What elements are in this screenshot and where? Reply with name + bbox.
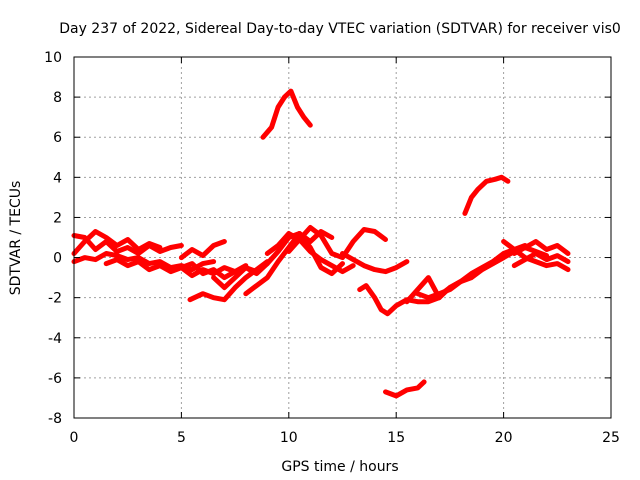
grid xyxy=(74,57,611,418)
y-tick-label: 8 xyxy=(53,90,62,106)
series-track-12 xyxy=(340,251,410,275)
data-series xyxy=(71,88,571,399)
y-tick-label: 4 xyxy=(53,170,62,186)
chart-title: Day 237 of 2022, Sidereal Day-to-day VTE… xyxy=(59,21,621,37)
y-tick-label: 10 xyxy=(44,50,62,66)
x-axis-label: GPS time / hours xyxy=(281,459,398,475)
series-track-11 xyxy=(286,225,388,261)
series-track-20 xyxy=(501,239,571,273)
series-track-14 xyxy=(357,283,442,317)
x-tick-label: 5 xyxy=(177,430,186,446)
series-track-1 xyxy=(71,233,184,256)
y-axis-label: SDTVAR / TECUs xyxy=(8,181,24,296)
x-tick-label: 20 xyxy=(495,430,513,446)
series-track-2 xyxy=(71,229,163,256)
series-track-8 xyxy=(211,229,335,291)
x-tick-label: 15 xyxy=(387,430,405,446)
axis-ticks xyxy=(73,56,612,419)
x-tick-label: 25 xyxy=(602,430,620,446)
y-tick-label: -4 xyxy=(48,331,62,347)
y-tick-label: -6 xyxy=(48,371,62,387)
series-track-15 xyxy=(383,379,427,399)
series-track-4 xyxy=(103,257,249,279)
series-track-5 xyxy=(178,239,227,261)
x-tick-labels: 0 5 10 15 20 25 xyxy=(70,430,620,446)
x-tick-label: 10 xyxy=(280,430,298,446)
y-tick-labels: -8 -6 -4 -2 0 2 4 6 8 10 xyxy=(44,50,62,427)
series-track-9 xyxy=(243,231,345,297)
series-track-19 xyxy=(462,174,511,216)
series-track-10 xyxy=(264,231,356,275)
plot-frame xyxy=(73,56,612,419)
y-tick-label: 0 xyxy=(53,251,62,267)
series-track-21 xyxy=(511,239,571,256)
series-track-13 xyxy=(260,88,313,140)
y-tick-label: 6 xyxy=(53,130,62,146)
y-tick-label: -8 xyxy=(48,411,62,427)
y-tick-label: 2 xyxy=(53,210,62,226)
series-track-3 xyxy=(71,251,217,273)
y-tick-label: -2 xyxy=(48,291,62,307)
series-track-22 xyxy=(511,251,571,269)
x-tick-label: 0 xyxy=(70,430,79,446)
